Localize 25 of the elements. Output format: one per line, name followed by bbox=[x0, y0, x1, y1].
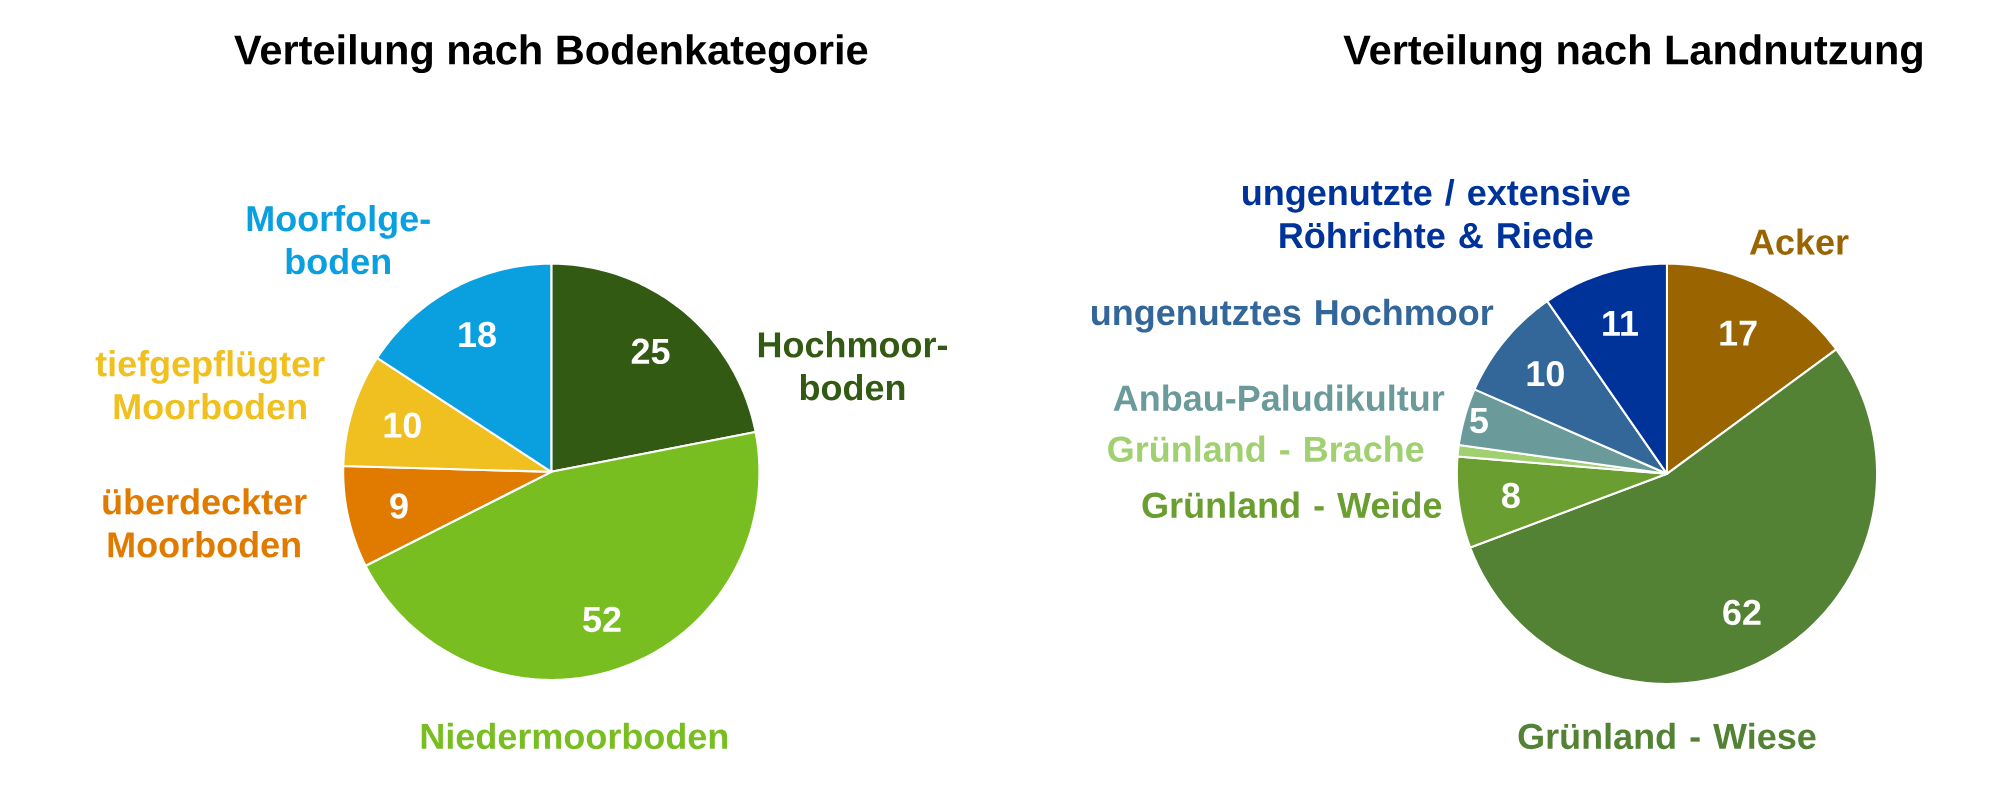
data-label: 52 bbox=[583, 606, 621, 633]
slice-label: tiefgepflügter Moorboden bbox=[95, 350, 325, 420]
slice-label: Acker bbox=[1749, 228, 1849, 255]
slice-label: Grünland - Wiese bbox=[1518, 722, 1816, 750]
slice-label: Anbau-Paludikultur bbox=[1113, 384, 1445, 411]
slice-label: Grünland - Brache bbox=[1108, 435, 1424, 463]
data-label: 9 bbox=[390, 493, 408, 519]
slice-label: Moorfolge-boden bbox=[247, 205, 430, 275]
data-label: 5 bbox=[1470, 408, 1488, 434]
slice-label: Hochmoor-boden bbox=[758, 331, 948, 401]
data-label: 10 bbox=[384, 412, 421, 438]
data-label: 18 bbox=[459, 321, 496, 348]
data-label: 62 bbox=[1723, 599, 1761, 626]
chart-title: Verteilung nach Landnutzung bbox=[1343, 34, 1922, 74]
data-label: 17 bbox=[1720, 320, 1757, 346]
slice-label: ungenutztes Hochmoor bbox=[1092, 298, 1494, 333]
data-label: 8 bbox=[1502, 482, 1520, 509]
slice-label: überdeckter Moorboden bbox=[103, 488, 307, 558]
slice-label: Niedermoorboden bbox=[421, 722, 728, 750]
data-label: 10 bbox=[1527, 360, 1564, 387]
data-label: 11 bbox=[1603, 311, 1638, 336]
chart-title: Verteilung nach Bodenkategorie bbox=[234, 34, 868, 74]
slice-label: Grünland - Weide bbox=[1142, 491, 1442, 519]
slice-label: ungenutzte / extensive Röhrichte & Riede bbox=[1243, 178, 1630, 249]
data-label: 25 bbox=[631, 338, 670, 365]
